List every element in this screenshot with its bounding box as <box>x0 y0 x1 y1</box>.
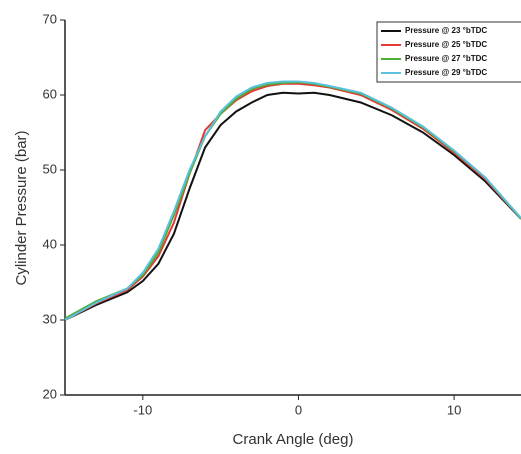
series-line <box>64 91 521 321</box>
y-axis-title: Cylinder Pressure (bar) <box>13 130 30 285</box>
legend-label: Pressure @ 27 °bTDC <box>405 54 487 63</box>
legend-label: Pressure @ 23 °bTDC <box>405 26 487 35</box>
legend-label: Pressure @ 29 °bTDC <box>405 68 487 77</box>
series-line <box>64 80 521 321</box>
legend-label: Pressure @ 25 °bTDC <box>405 40 487 49</box>
x-axis-title: Crank Angle (deg) <box>233 431 354 448</box>
y-tick-label: 60 <box>43 86 57 101</box>
y-tick-label: 30 <box>43 311 57 326</box>
x-tick-label: -10 <box>133 402 152 417</box>
series-line <box>64 82 521 321</box>
y-tick-label: 40 <box>43 236 57 251</box>
y-tick-label: 70 <box>43 11 57 26</box>
y-tick-label: 50 <box>43 161 57 176</box>
y-tick-label: 20 <box>43 386 57 401</box>
x-tick-label: 0 <box>295 402 302 417</box>
x-tick-label: 10 <box>447 402 461 417</box>
